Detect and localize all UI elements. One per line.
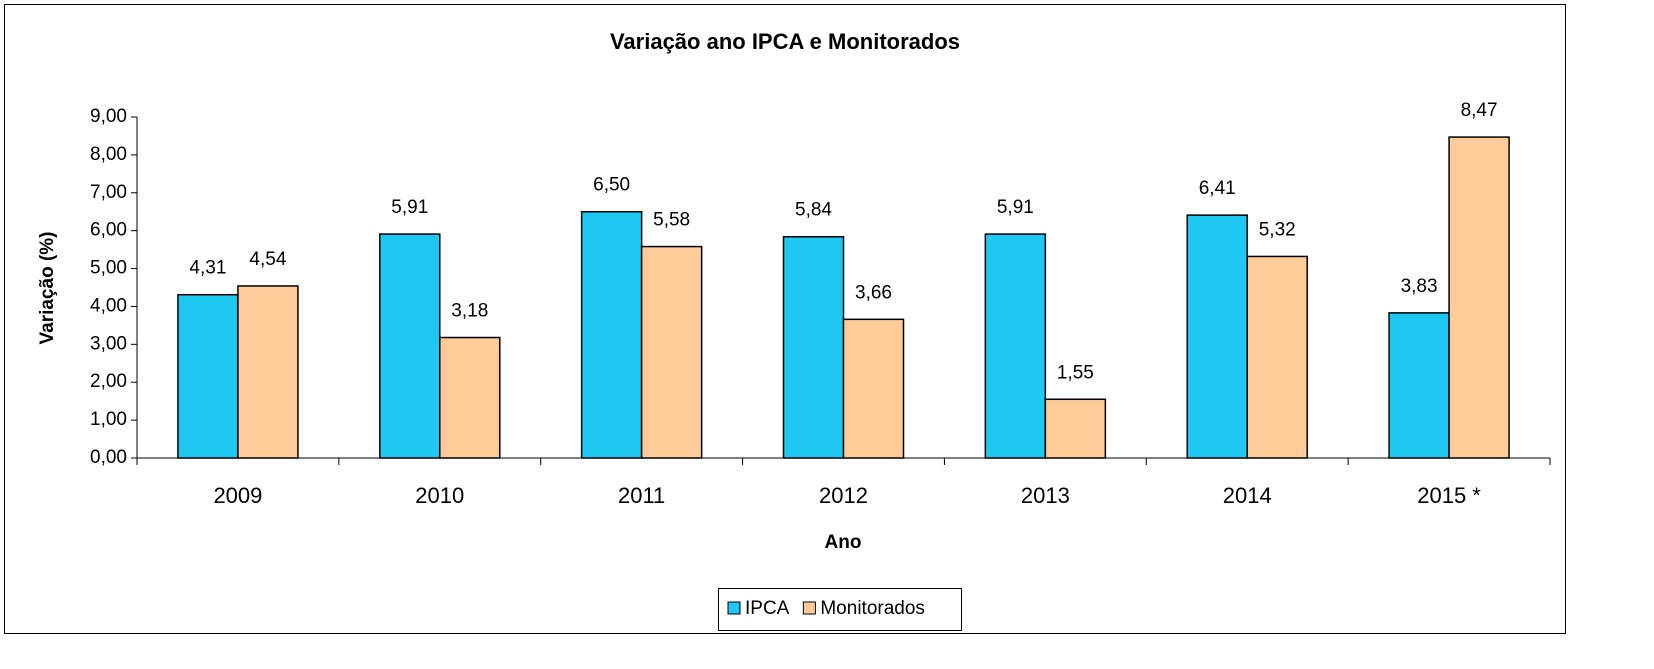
bar [842,318,905,459]
bar [1448,136,1510,459]
bar [640,245,703,459]
x-tick-label: 2013 [1021,483,1070,508]
x-axis-title: Ano [825,532,862,553]
y-axis-title: Variação (%) [37,232,58,345]
x-tick-label: 2014 [1223,483,1272,508]
chart-title: Variação ano IPCA e Monitorados [610,29,960,54]
bar [1388,312,1450,459]
value-label: 6,50 [593,175,630,196]
legend-swatch [727,601,741,615]
y-tick-label: 1,00 [90,409,127,430]
value-label: 3,66 [855,282,892,303]
bar [379,233,441,459]
value-label: 6,41 [1199,178,1236,199]
value-label: 1,55 [1057,362,1094,383]
y-tick-label: 7,00 [90,182,127,203]
y-tick-label: 0,00 [90,447,127,468]
bar [1246,255,1308,459]
legend-box [718,588,962,631]
y-tick-label: 8,00 [90,144,127,165]
value-label: 5,58 [653,210,690,231]
bar [439,336,501,459]
value-label: 3,18 [451,301,488,322]
bar [237,285,299,459]
value-label: 4,54 [249,249,286,270]
value-label: 3,83 [1401,276,1438,297]
y-tick-label: 5,00 [90,258,127,279]
x-tick-label: 2009 [213,483,262,508]
value-label: 5,91 [391,197,428,218]
legend-label: IPCA [745,598,790,619]
bar [782,235,845,459]
value-label: 5,84 [795,200,832,221]
y-tick-label: 9,00 [90,106,127,127]
bar [984,233,1047,459]
y-tick-label: 3,00 [90,333,127,354]
bar [177,293,239,459]
x-tick-label: 2010 [415,483,464,508]
bar [580,210,643,459]
y-tick-label: 2,00 [90,371,127,392]
value-label: 5,91 [997,197,1034,218]
x-tick-label: 2015 * [1417,483,1481,508]
y-tick-label: 6,00 [90,220,127,241]
x-tick-label: 2012 [819,483,868,508]
bar [1044,398,1107,459]
legend-swatch [802,601,816,615]
bar [1186,214,1248,459]
value-label: 8,47 [1461,100,1498,121]
value-label: 4,31 [189,258,226,279]
x-tick-label: 2011 [618,483,665,508]
value-label: 5,32 [1259,219,1296,240]
y-tick-label: 4,00 [90,295,127,316]
legend-label: Monitorados [820,598,925,619]
